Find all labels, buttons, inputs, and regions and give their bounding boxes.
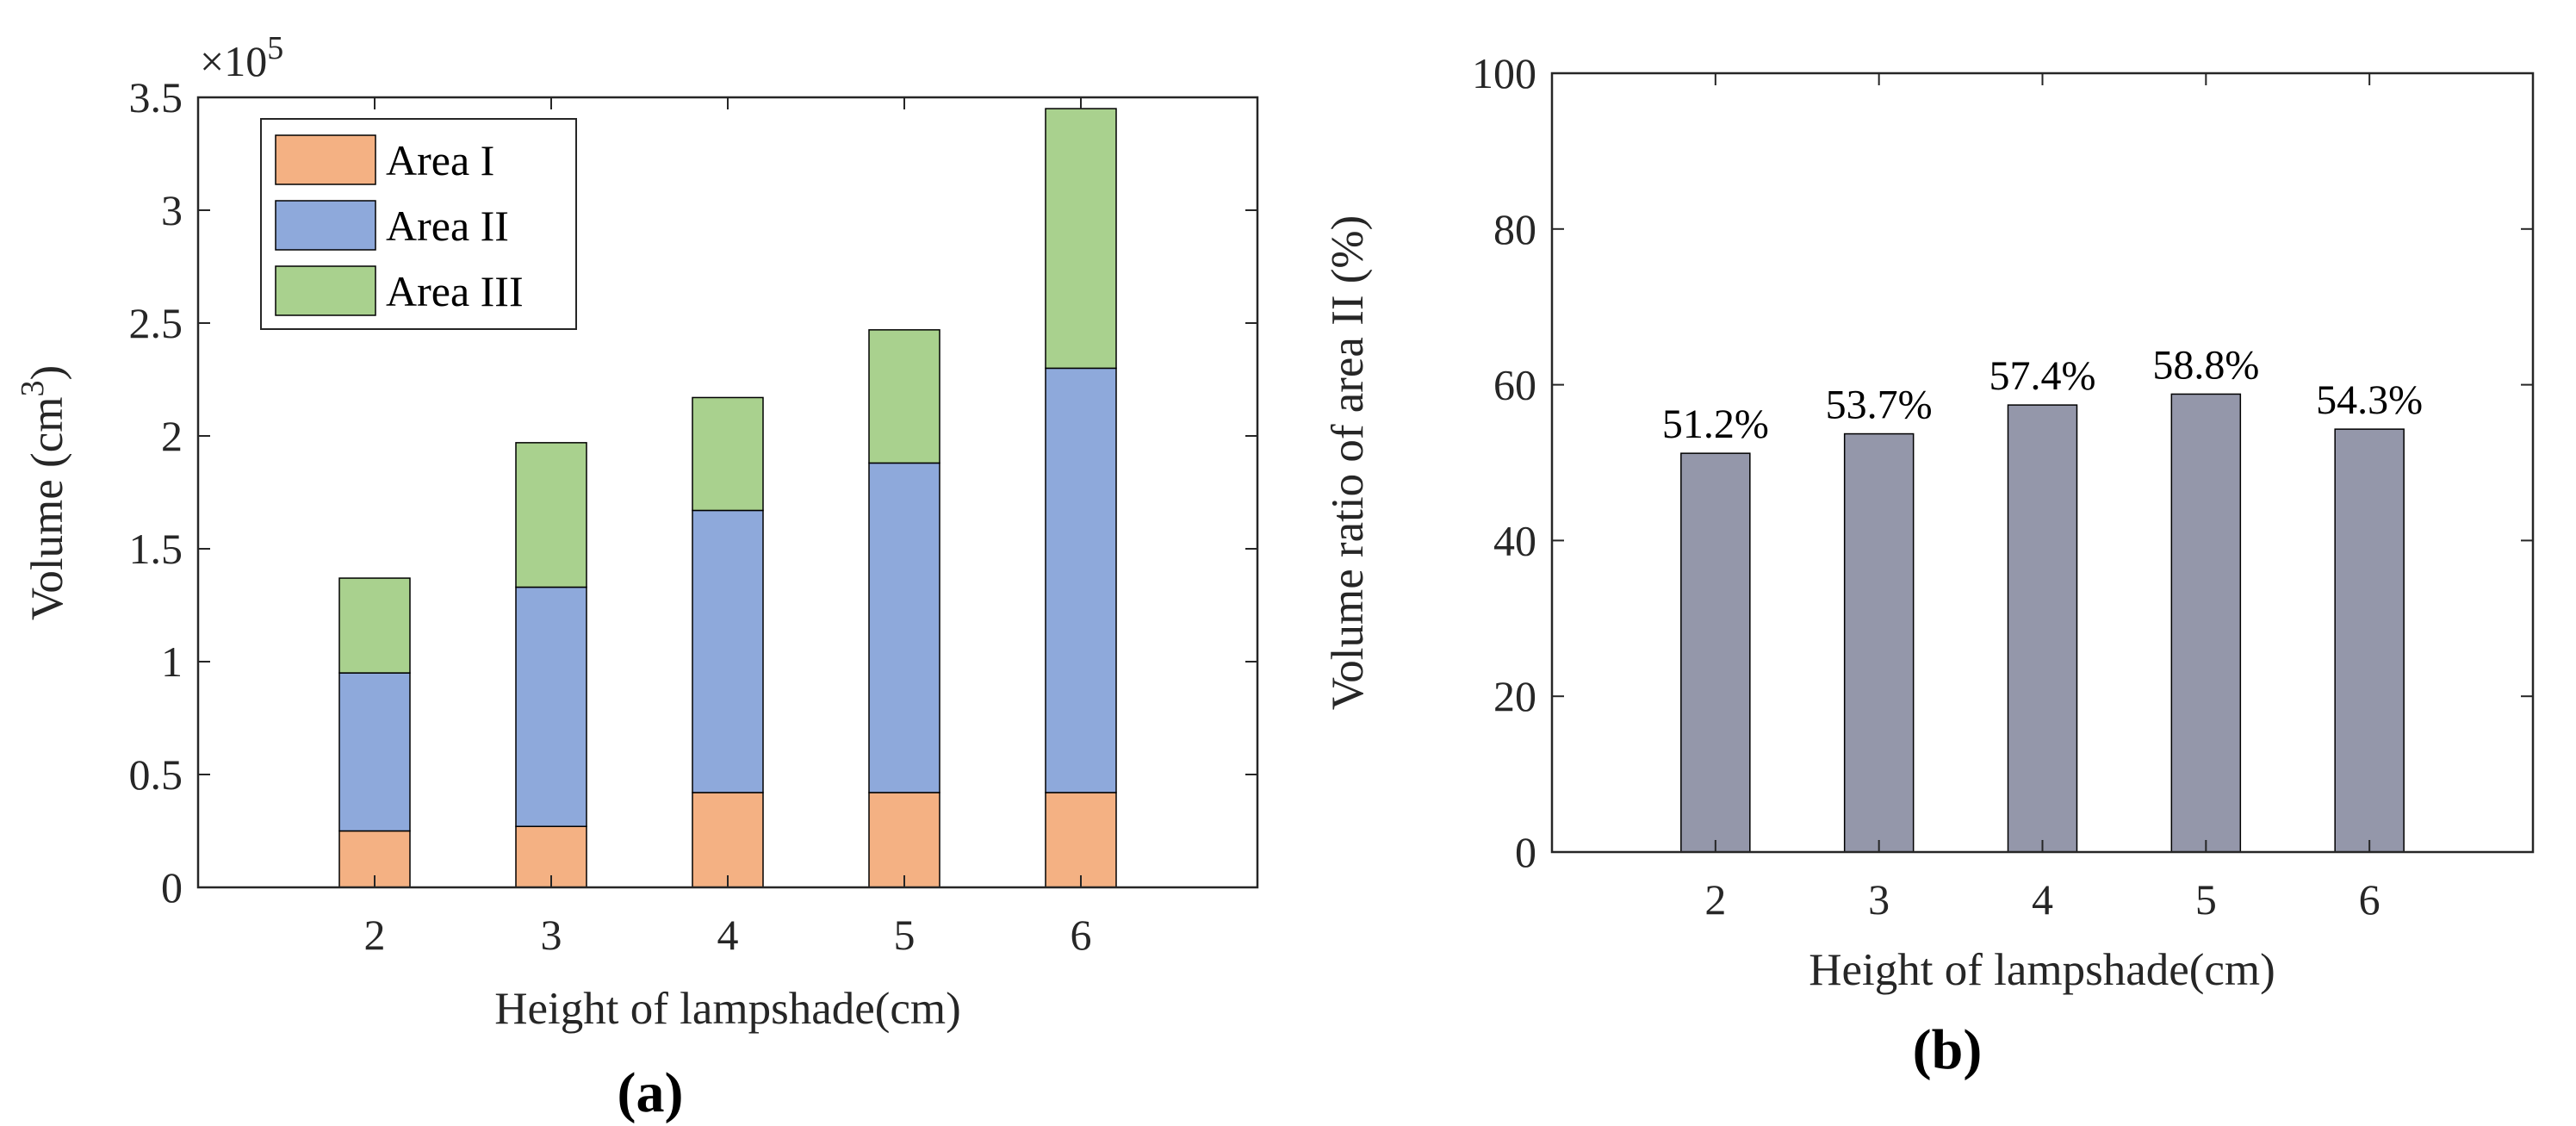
chart-b-data-labels: 51.2% 53.7% 57.4% 58.8% 54.3% (1662, 342, 2423, 447)
bar-ratio-h6 (2334, 428, 2405, 853)
y-tick-label: 0 (161, 863, 183, 911)
y-tick-label: 40 (1493, 516, 1536, 564)
chart-b-bars (1680, 393, 2405, 853)
bar-area-i-h4 (692, 792, 764, 888)
chart-a-axes-box (196, 96, 1259, 889)
chart-b-y-ticks: 0 20 40 60 80 100 (1472, 49, 2533, 876)
bar-area-ii-h5 (868, 462, 940, 793)
bar-ratio-h4 (2007, 404, 2078, 853)
x-tick-label: 2 (1704, 875, 1726, 924)
bar-ratio-h5 (2170, 393, 2242, 853)
y-tick-label: 2 (161, 412, 183, 460)
chart-a-y-ticks: 0 0.5 1 1.5 2 2.5 3 3.5 (129, 73, 1257, 911)
legend-swatch-area-i (275, 134, 376, 185)
bar-ratio-h3 (1843, 432, 1915, 853)
x-tick-label: 6 (2359, 875, 2380, 924)
x-tick-label: 5 (894, 911, 916, 959)
y-tick-label: 3 (161, 186, 183, 234)
bar-area-iii-h4 (692, 396, 764, 512)
bar-area-i-h5 (868, 792, 940, 888)
y-tick-label: 0.5 (129, 750, 183, 799)
chart-a-legend: Area I Area II Area III (260, 118, 577, 330)
y-tick-label: 1 (161, 638, 183, 686)
bar-area-iii-h6 (1045, 108, 1117, 370)
panel-label-b: (b) (1913, 1018, 1983, 1081)
chart-b-y-axis-label: Volume ratio of area II (%) (1323, 215, 1373, 710)
y-tick-label: 2.5 (129, 299, 183, 347)
x-tick-label: 3 (1868, 875, 1890, 924)
x-tick-label: 4 (2032, 875, 2053, 924)
bar-area-iii-h2 (338, 577, 411, 674)
data-label-h4: 57.4% (1989, 353, 2096, 399)
chart-b-x-axis-label: Height of lampshade(cm) (1809, 945, 2275, 995)
chart-a-y-axis-label: Volume (cm3) (15, 365, 72, 620)
bar-area-ii-h4 (692, 509, 764, 793)
y-tick-label: 80 (1493, 205, 1536, 253)
data-label-h6: 54.3% (2316, 377, 2423, 423)
bar-area-ii-h3 (515, 586, 587, 828)
y-tick-label: 0 (1515, 828, 1536, 876)
y-tick-label: 1.5 (129, 525, 183, 573)
y-tick-label: 100 (1472, 49, 1536, 97)
bar-area-iii-h5 (868, 329, 940, 464)
legend-swatch-area-ii (275, 200, 376, 251)
x-tick-label: 6 (1071, 911, 1092, 959)
data-label-h5: 58.8% (2152, 342, 2259, 388)
bar-area-i-h6 (1045, 792, 1117, 888)
chart-a-x-axis-label: Height of lampshade(cm) (494, 984, 961, 1034)
data-label-h2: 51.2% (1662, 401, 1769, 447)
bar-area-ii-h2 (338, 672, 411, 832)
y-tick-label: 60 (1493, 361, 1536, 409)
y-tick-label: 20 (1493, 672, 1536, 720)
bar-ratio-h2 (1680, 452, 1751, 853)
chart-a: 0 0.5 1 1.5 2 2.5 3 3.5 2 3 4 5 6 ×105 Volume (cm3)… (15, 30, 1259, 1124)
chart-b-axes-box (1550, 72, 2535, 854)
x-tick-label: 5 (2195, 875, 2217, 924)
legend-swatch-area-iii (275, 265, 376, 316)
chart-b-x-ticks: 2 3 4 5 6 (1704, 73, 2380, 924)
bar-area-ii-h6 (1045, 367, 1117, 793)
chart-a-x-ticks: 2 3 4 5 6 (364, 97, 1092, 959)
x-tick-label: 3 (541, 911, 562, 959)
panel-label-a: (a) (618, 1061, 684, 1124)
chart-a-exponent: ×105 (200, 30, 283, 85)
x-tick-label: 4 (717, 911, 739, 959)
chart-a-bars (338, 108, 1117, 888)
y-tick-label: 3.5 (129, 73, 183, 121)
data-label-h3: 53.7% (1826, 383, 1933, 428)
x-tick-label: 2 (364, 911, 386, 959)
legend-label-area-iii: Area III (386, 267, 524, 315)
bar-area-iii-h3 (515, 442, 587, 588)
legend-label-area-ii: Area II (386, 202, 509, 250)
legend-label-area-i: Area I (386, 136, 494, 184)
